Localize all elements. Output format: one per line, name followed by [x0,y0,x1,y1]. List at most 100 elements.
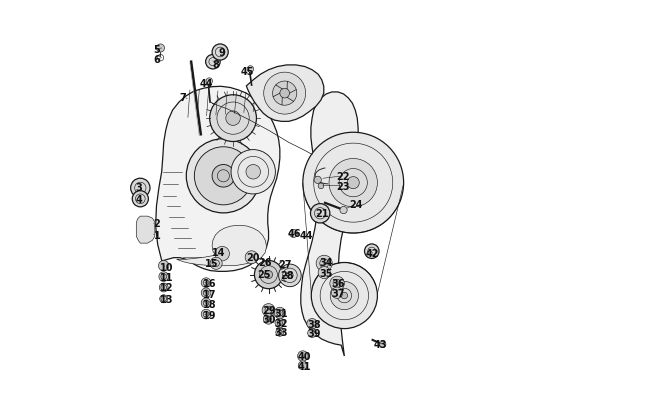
Text: 13: 13 [160,294,174,304]
Text: 31: 31 [275,308,288,318]
Text: 25: 25 [257,269,270,279]
Text: 19: 19 [203,310,216,320]
Circle shape [212,165,235,188]
Text: 3: 3 [135,183,142,193]
Circle shape [298,351,308,361]
Text: 42: 42 [366,249,380,258]
Text: 38: 38 [307,319,320,329]
Circle shape [215,247,229,261]
Circle shape [314,177,321,184]
Circle shape [274,307,285,319]
Text: 17: 17 [203,289,216,299]
Circle shape [210,96,257,142]
Text: 8: 8 [212,60,219,70]
Text: 23: 23 [337,181,350,192]
Circle shape [318,183,324,189]
Circle shape [307,319,317,329]
Circle shape [194,147,252,205]
Circle shape [132,191,148,207]
Text: 44: 44 [200,79,213,89]
Circle shape [254,261,283,289]
Circle shape [231,150,276,194]
Text: 44: 44 [300,230,313,241]
Circle shape [347,177,359,189]
Circle shape [329,159,378,207]
Text: 22: 22 [337,171,350,181]
Polygon shape [177,226,266,266]
Circle shape [280,89,289,99]
Text: 33: 33 [275,327,288,337]
Text: 37: 37 [331,288,345,298]
Circle shape [279,264,301,287]
Circle shape [330,277,344,291]
Polygon shape [246,66,324,122]
Circle shape [131,179,150,198]
Text: 28: 28 [281,271,294,281]
Text: 36: 36 [331,278,345,288]
Text: 6: 6 [153,55,160,65]
Text: 12: 12 [160,283,174,293]
Circle shape [287,273,293,279]
Circle shape [210,258,222,270]
Text: 20: 20 [246,253,260,262]
Circle shape [262,304,275,317]
Text: 30: 30 [263,314,276,324]
Circle shape [340,207,347,214]
Text: 43: 43 [374,339,387,349]
Circle shape [159,284,168,292]
Text: 21: 21 [315,209,328,219]
Circle shape [276,328,284,337]
Text: 46: 46 [288,229,302,239]
Text: 29: 29 [263,305,276,315]
Circle shape [298,361,307,370]
Circle shape [318,267,330,279]
Circle shape [187,139,261,213]
Circle shape [264,73,306,115]
Text: 45: 45 [241,67,254,77]
Text: 27: 27 [279,260,293,270]
Circle shape [265,271,272,279]
Circle shape [206,79,213,85]
Text: 41: 41 [297,361,311,371]
Circle shape [307,329,317,338]
Circle shape [157,45,164,53]
Text: 39: 39 [307,328,320,338]
Text: 34: 34 [319,258,333,268]
Circle shape [160,295,168,303]
Circle shape [316,256,332,272]
Circle shape [247,66,254,73]
Circle shape [311,263,378,329]
Circle shape [380,341,386,348]
Circle shape [159,272,168,282]
Text: 5: 5 [153,45,160,55]
Circle shape [311,204,330,224]
Text: 7: 7 [179,93,187,103]
Polygon shape [155,87,280,272]
Text: 14: 14 [212,248,226,258]
Text: 18: 18 [202,299,216,309]
Circle shape [205,55,220,70]
Circle shape [202,309,211,319]
Circle shape [365,244,379,259]
Circle shape [263,314,274,324]
Circle shape [289,230,298,238]
Text: 9: 9 [219,48,226,58]
Circle shape [212,45,228,61]
Text: 15: 15 [205,259,219,269]
Circle shape [246,165,261,179]
Text: 32: 32 [275,318,288,328]
Text: 16: 16 [203,279,216,289]
Text: 40: 40 [297,351,311,361]
Text: 2: 2 [153,219,161,229]
Circle shape [226,112,240,126]
Circle shape [159,261,169,271]
Circle shape [272,82,297,106]
Text: 10: 10 [160,263,174,273]
Text: 1: 1 [153,230,161,241]
Circle shape [202,288,211,298]
Polygon shape [136,217,155,243]
Circle shape [202,278,211,288]
Circle shape [275,318,285,328]
Circle shape [245,251,258,264]
Text: 4: 4 [135,195,142,205]
